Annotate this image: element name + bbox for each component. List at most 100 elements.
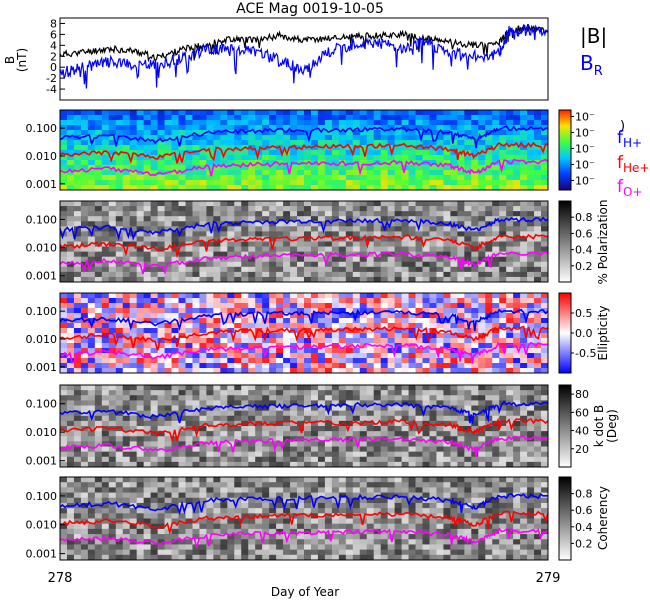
spectrogram-cell bbox=[171, 549, 179, 556]
spectrogram-cell bbox=[401, 271, 409, 278]
spectrogram-cell bbox=[366, 338, 375, 344]
spectrogram-cell bbox=[192, 120, 200, 126]
spectrogram-cell bbox=[373, 368, 382, 374]
spectrogram-cell bbox=[206, 502, 214, 509]
spectrogram-cell bbox=[457, 170, 465, 176]
spectrogram-cell bbox=[352, 165, 361, 171]
spectrogram-cell bbox=[464, 185, 472, 191]
spectrogram-cell bbox=[304, 293, 312, 299]
spectrogram-cell bbox=[513, 246, 521, 253]
spectrogram-cell bbox=[171, 415, 179, 422]
spectrogram-cell bbox=[143, 201, 152, 207]
spectrogram-cell bbox=[345, 276, 354, 283]
spectrogram-cell bbox=[164, 165, 172, 171]
spectrogram-cell bbox=[415, 261, 423, 268]
spectrogram-cell bbox=[108, 211, 117, 217]
spectrogram-cell bbox=[101, 145, 110, 151]
spectrogram-cell bbox=[373, 338, 382, 344]
spectrogram-cell bbox=[66, 513, 75, 519]
spectrogram-cell bbox=[310, 261, 319, 268]
spectrogram-cell bbox=[450, 150, 458, 156]
spectrogram-cell bbox=[464, 201, 472, 207]
spectrogram-cell bbox=[185, 508, 193, 514]
spectrogram-cell bbox=[87, 313, 96, 319]
spectrogram-cell bbox=[485, 110, 493, 116]
spectrogram-cell bbox=[213, 150, 221, 156]
spectrogram-cell bbox=[304, 231, 312, 237]
spectrogram-cell bbox=[338, 461, 347, 468]
spectrogram-cell bbox=[429, 246, 437, 253]
spectrogram-cell bbox=[73, 246, 82, 253]
spectrogram-cell bbox=[415, 385, 423, 391]
spectrogram-cell bbox=[80, 261, 89, 268]
spectrogram-cell bbox=[331, 276, 340, 283]
spectrogram-cell bbox=[213, 140, 221, 146]
spectrogram-cell bbox=[408, 405, 416, 412]
spectrogram-cell bbox=[520, 130, 528, 136]
spectrogram-cell bbox=[534, 426, 542, 432]
spectrogram-cell bbox=[157, 308, 165, 314]
spectrogram-cell bbox=[485, 318, 493, 324]
spectrogram-cell bbox=[234, 431, 242, 437]
spectrogram-cell bbox=[304, 165, 312, 171]
spectrogram-cell bbox=[276, 261, 284, 268]
spectrogram-cell bbox=[213, 226, 221, 232]
spectrogram-cell bbox=[471, 456, 479, 463]
spectrogram-cell bbox=[352, 358, 361, 364]
colorbar-tick-label: -0.5 bbox=[575, 347, 596, 360]
spectrogram-cell bbox=[464, 368, 472, 374]
spectrogram-cell bbox=[164, 185, 172, 191]
spectrogram-cell bbox=[129, 353, 138, 359]
spectrogram-cell bbox=[220, 125, 228, 131]
gyrofrequency-line-fo-plus bbox=[59, 435, 549, 457]
spectrogram-cell bbox=[80, 400, 89, 406]
spectrogram-cell bbox=[171, 534, 179, 540]
spectrogram-cell bbox=[317, 328, 326, 334]
spectrogram-cell bbox=[408, 451, 416, 458]
spectrogram-cell bbox=[213, 318, 221, 324]
spectrogram-cell bbox=[185, 348, 193, 354]
spectrogram-cell bbox=[171, 201, 179, 207]
spectrogram-cell bbox=[178, 544, 186, 551]
spectrogram-cell bbox=[94, 160, 103, 166]
spectrogram-cell bbox=[283, 271, 291, 278]
spectrogram-cell bbox=[143, 492, 152, 499]
spectrogram-cell bbox=[345, 261, 354, 268]
spectrogram-cell bbox=[87, 271, 96, 278]
spectrogram-cell bbox=[101, 140, 110, 146]
spectrogram-cell bbox=[143, 241, 152, 247]
spectrogram-cell bbox=[66, 497, 75, 504]
spectrogram-cell bbox=[73, 534, 82, 540]
spectrogram-cell bbox=[338, 246, 347, 253]
spectrogram-cell bbox=[87, 431, 96, 437]
spectrogram-cell bbox=[527, 323, 535, 329]
spectrogram-cell bbox=[178, 534, 186, 540]
spectrogram-cell bbox=[60, 256, 68, 263]
spectrogram-cell bbox=[394, 276, 402, 283]
spectrogram-cell bbox=[192, 201, 200, 207]
spectrogram-cell bbox=[310, 175, 319, 181]
spectrogram-cell bbox=[87, 343, 96, 349]
spectrogram-cell bbox=[248, 348, 256, 354]
spectrogram-cell bbox=[262, 298, 270, 304]
spectrogram-cell bbox=[101, 456, 110, 463]
spectrogram-cell bbox=[185, 528, 193, 535]
spectrogram-cell bbox=[331, 348, 340, 354]
spectrogram-cell bbox=[464, 348, 472, 354]
spectrogram-cell bbox=[324, 461, 333, 468]
spectrogram-cell bbox=[478, 135, 486, 141]
spectrogram-cell bbox=[352, 276, 361, 283]
spectrogram-cell bbox=[297, 180, 305, 186]
spectrogram-cell bbox=[541, 251, 549, 258]
spectrogram-cell bbox=[436, 175, 444, 181]
spectrogram-cell bbox=[234, 487, 242, 493]
spectrogram-cell bbox=[150, 343, 158, 349]
spectrogram-cell bbox=[234, 226, 242, 232]
spectrogram-cell bbox=[192, 554, 200, 561]
spectrogram-cell bbox=[80, 155, 89, 161]
spectrogram-cell bbox=[108, 395, 117, 401]
spectrogram-cell bbox=[192, 446, 200, 453]
spectrogram-cell bbox=[506, 241, 514, 247]
spectrogram-cell bbox=[457, 436, 465, 442]
spectrogram-cell bbox=[262, 216, 270, 222]
